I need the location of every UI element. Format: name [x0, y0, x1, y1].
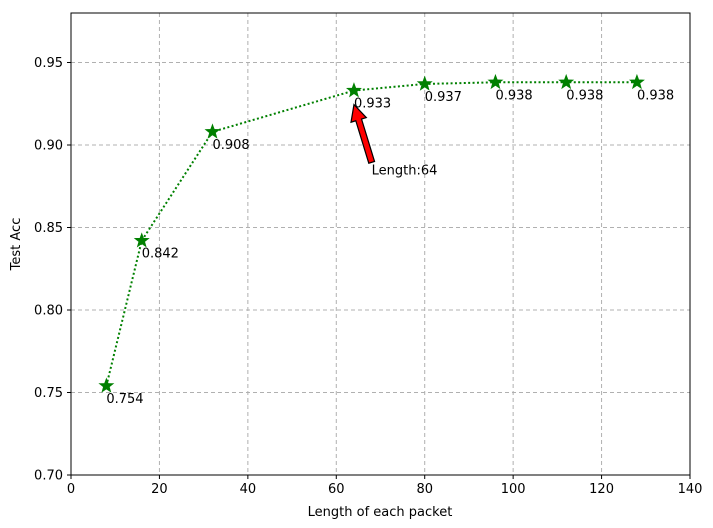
x-tick-label: 120: [589, 482, 614, 497]
x-tick-label: 0: [67, 482, 75, 497]
data-point-label: 0.938: [637, 88, 674, 103]
y-tick-label: 0.85: [34, 221, 63, 236]
plot-background: [71, 13, 690, 475]
data-label-layer: 0.754 0.842 0.908 0.933 0.937 0.938 0.938 0.938: [106, 88, 674, 407]
data-point-label: 0.937: [425, 90, 462, 105]
data-point-star-marker: [346, 82, 362, 98]
annotation-arrow: [350, 103, 376, 164]
x-tick-label: 40: [240, 482, 257, 497]
data-point-star-marker: [628, 73, 645, 90]
x-axis-label: Length of each packet: [308, 505, 453, 520]
y-tick-label: 0.70: [34, 469, 63, 484]
series-line-layer: [105, 81, 637, 387]
data-point-label: 0.908: [212, 138, 249, 153]
data-point-label: 0.754: [106, 392, 143, 407]
data-point-label: 0.933: [354, 97, 391, 112]
data-point-label: 0.842: [142, 247, 179, 262]
x-tick-label: 140: [678, 482, 703, 497]
x-tick-label: 100: [501, 482, 526, 497]
grid: [71, 13, 690, 475]
x-tick-label: 80: [416, 482, 433, 497]
marker-layer: [98, 73, 645, 393]
y-tick-label: 0.95: [34, 56, 63, 71]
data-point-label: 0.938: [495, 88, 532, 103]
data-point-star-marker: [487, 73, 504, 90]
y-tick-label: 0.80: [34, 304, 63, 319]
data-point-label: 0.938: [566, 88, 603, 103]
data-point-star-marker: [133, 232, 150, 248]
tick-layer: 0 20 40 60 80 100 120 140 0.70 0.75 0.80 0.85 0.90 0.…: [34, 56, 702, 497]
y-tick-label: 0.90: [34, 139, 63, 154]
data-point-star-marker: [416, 75, 433, 91]
series-line: [105, 81, 637, 387]
data-point-star-marker: [558, 73, 575, 90]
x-tick-label: 20: [151, 482, 168, 497]
annotation-layer: Length:64: [350, 103, 438, 179]
data-point-star-marker: [204, 123, 221, 139]
x-tick-label: 60: [328, 482, 345, 497]
data-point-star-marker: [98, 377, 115, 393]
y-axis-label: Test Acc: [9, 218, 24, 272]
plot-frame: [70, 12, 691, 476]
annotation-text: Length:64: [372, 164, 438, 179]
y-tick-label: 0.75: [34, 386, 63, 401]
